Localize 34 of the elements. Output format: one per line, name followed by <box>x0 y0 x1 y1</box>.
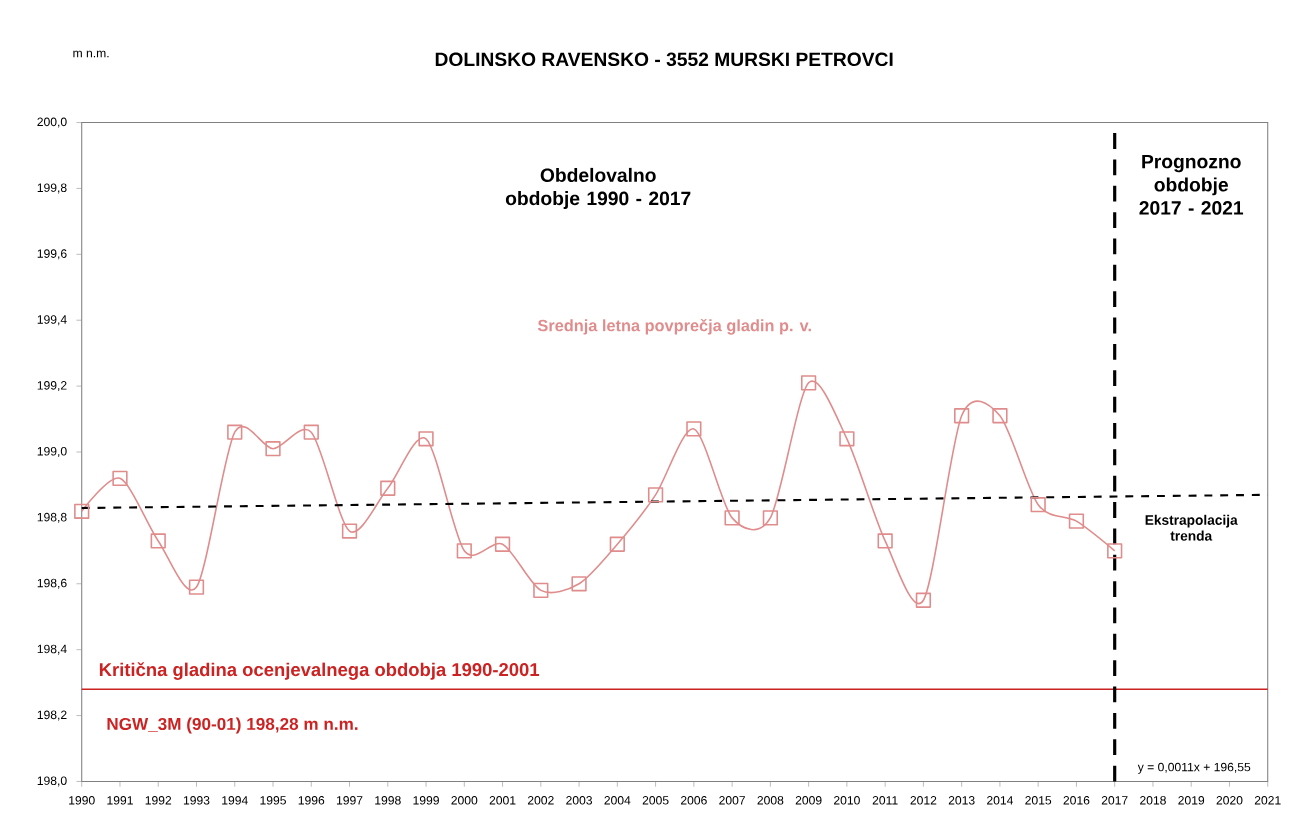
point <box>839 431 855 447</box>
point <box>303 424 319 440</box>
point <box>571 575 587 592</box>
ref-line-label: Kritična gladina ocenjevalnega obdobja 1990-2001 <box>99 662 540 680</box>
point <box>877 533 893 549</box>
point <box>609 536 625 552</box>
chart-title: DOLINSKO RAVENSKO - 3552 MURSKI PETROVCI <box>435 52 893 66</box>
point <box>150 533 166 549</box>
point <box>74 503 90 519</box>
point <box>647 487 664 503</box>
point <box>1107 543 1123 559</box>
point <box>456 543 472 559</box>
point <box>341 523 358 539</box>
point <box>112 470 128 486</box>
point <box>265 440 281 457</box>
point <box>533 582 549 598</box>
point <box>724 510 740 526</box>
annotation: Obdelovalno obdobje 1990 - 2017 <box>505 167 691 209</box>
point <box>1030 496 1046 513</box>
point <box>992 407 1008 424</box>
point <box>762 510 779 526</box>
point <box>418 431 434 447</box>
text: Srednja letna povprečja gladin p. v. <box>537 318 811 335</box>
point <box>1068 513 1085 529</box>
annotation: NGW_3M (90-01) 198,28 m n.m. <box>107 717 358 734</box>
point <box>494 536 511 552</box>
point <box>954 407 970 424</box>
point <box>227 424 243 440</box>
point <box>800 375 817 391</box>
point <box>915 592 932 608</box>
ref-line-label: Prognozno obdobje 2017 - 2021 <box>1139 154 1244 215</box>
point <box>188 579 205 595</box>
point <box>380 480 396 496</box>
point <box>686 421 702 437</box>
